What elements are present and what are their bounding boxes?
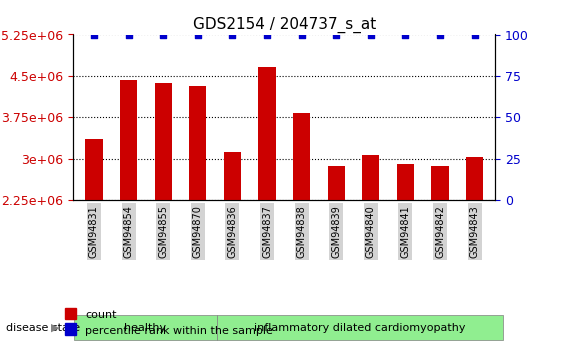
Point [228, 32, 237, 37]
Point [401, 32, 410, 37]
Bar [224, 151, 241, 200]
Bar [154, 83, 172, 200]
Text: disease state: disease state [6, 323, 80, 333]
Title: GDS2154 / 204737_s_at: GDS2154 / 204737_s_at [193, 17, 376, 33]
Point [297, 32, 306, 37]
Bar [362, 155, 379, 200]
Point [332, 32, 341, 37]
Point [436, 32, 445, 37]
Point [470, 32, 479, 37]
FancyBboxPatch shape [74, 315, 217, 340]
Point [90, 32, 99, 37]
Bar [328, 166, 345, 200]
Bar [466, 157, 483, 200]
Point [262, 32, 271, 37]
Bar [86, 139, 102, 200]
Point [193, 32, 202, 37]
Bar [189, 86, 207, 200]
Point [124, 32, 133, 37]
Text: healthy: healthy [124, 323, 167, 333]
Bar [258, 67, 276, 200]
Bar [397, 164, 414, 200]
Bar [431, 166, 449, 200]
FancyBboxPatch shape [217, 315, 503, 340]
Bar [293, 114, 310, 200]
Text: ▶: ▶ [51, 323, 59, 333]
Bar [120, 80, 137, 200]
Point [159, 32, 168, 37]
Point [367, 32, 376, 37]
Legend: count, percentile rank within the sample: count, percentile rank within the sample [62, 307, 276, 339]
Text: inflammatory dilated cardiomyopathy: inflammatory dilated cardiomyopathy [254, 323, 466, 333]
